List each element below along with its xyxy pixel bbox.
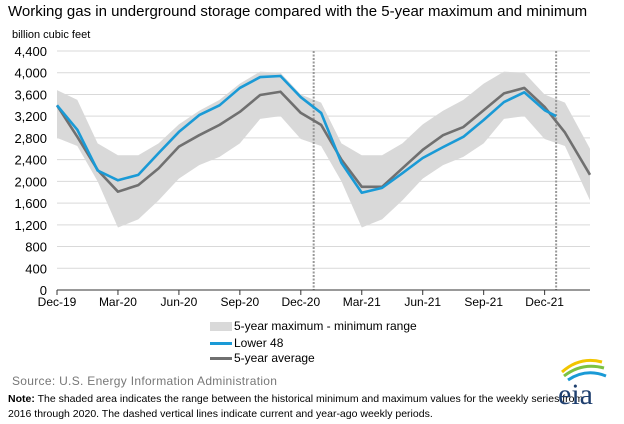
x-tick-label: Sep-20 (221, 295, 260, 309)
y-tick-label: 4,000 (14, 66, 47, 81)
x-tick-label: Jun-21 (404, 295, 441, 309)
y-tick-label: 1,600 (14, 196, 47, 211)
range-band (57, 71, 590, 228)
plot-area: 0 400 800 1,200 1,600 2,000 2,400 2,800 3,200 3,6… (14, 44, 592, 309)
legend-label-lower48: Lower 48 (234, 336, 284, 350)
x-tick-label: Sep-21 (464, 295, 503, 309)
x-tick-label: Dec-21 (525, 295, 564, 309)
legend-label-average: 5-year average (234, 351, 315, 365)
legend-item-lower48: Lower 48 (210, 336, 283, 350)
y-tick-label: 3,200 (14, 109, 47, 124)
note-body: The shaded area indicates the range betw… (8, 393, 584, 420)
note-text: Note: The shaded area indicates the rang… (8, 392, 608, 422)
x-tick-label: Dec-20 (281, 295, 320, 309)
legend-swatch-average (210, 356, 232, 360)
y-tick-label: 1,200 (14, 218, 47, 233)
series-line-5-year-average (55, 86, 592, 193)
series-line-lower-48 (56, 74, 557, 195)
svg-text:eia: eia (558, 378, 593, 411)
y-tick-label: 4,400 (14, 44, 47, 59)
legend-item-average: 5-year average (210, 351, 315, 365)
source-text: Source: U.S. Energy Information Administ… (12, 374, 278, 388)
y-tick-label: 400 (25, 261, 47, 276)
y-tick-label: 3,600 (14, 87, 47, 102)
legend-swatch-lower48 (210, 341, 232, 345)
y-tick-label: 2,000 (14, 174, 47, 189)
y-tick-label: 2,800 (14, 131, 47, 146)
chart-title: Working gas in underground storage compa… (8, 3, 588, 20)
legend-swatch-range (210, 321, 232, 331)
y-tick-label: 800 (25, 240, 47, 255)
note-label: Note: (8, 393, 35, 405)
y-tick-label: 0 (40, 283, 47, 298)
legend-label-range: 5-year maximum - minimum range (234, 319, 417, 333)
x-tick-label: Dec-19 (38, 295, 77, 309)
eia-logo: eia (558, 358, 607, 411)
y-tick-label: 2,400 (14, 153, 47, 168)
legend-item-range: 5-year maximum - minimum range (210, 319, 417, 333)
x-tick-label: Mar-21 (343, 295, 381, 309)
x-tick-label: Jun-20 (161, 295, 198, 309)
x-tick-label: Mar-20 (99, 295, 137, 309)
y-axis-unit-label: billion cubic feet (12, 29, 91, 41)
